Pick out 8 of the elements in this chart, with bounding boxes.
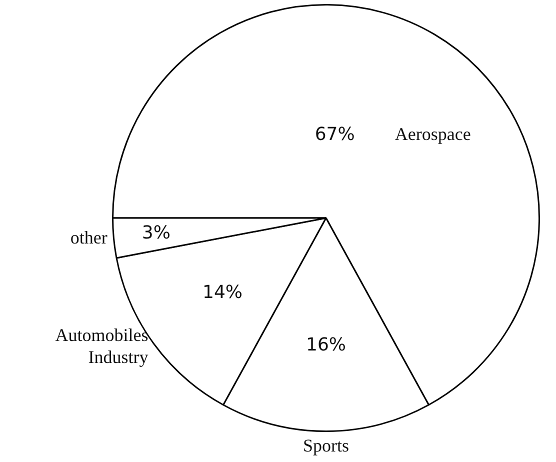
slice-label: Automobiles Industry (55, 324, 148, 367)
data-label: 3% (142, 222, 170, 244)
data-label: 14% (202, 282, 242, 303)
slice-label: Sports (302, 435, 350, 456)
data-label: 16% (306, 334, 346, 356)
slice-label: other (70, 227, 108, 248)
slice-label: Aerospace (394, 124, 471, 144)
data-label: 67% (314, 124, 355, 146)
